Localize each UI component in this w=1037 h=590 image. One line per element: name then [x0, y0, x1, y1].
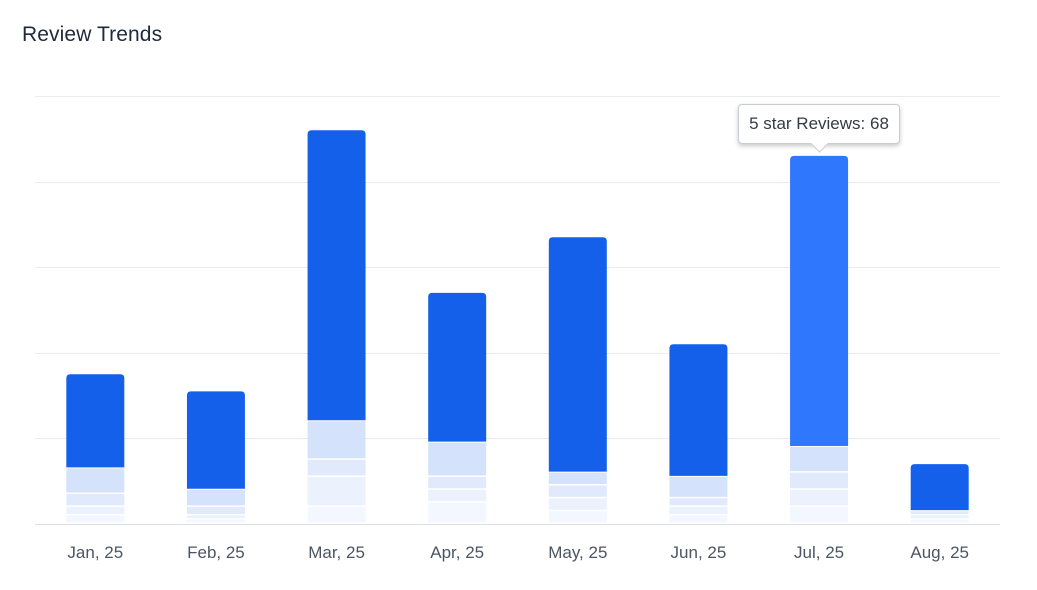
x-tick-label: Feb, 25 [187, 543, 245, 562]
x-tick-label: Jul, 25 [794, 543, 844, 562]
bar-segment-2-star-reviews-2[interactable] [186, 515, 245, 519]
bar-segment-3-star-reviews-7[interactable] [790, 472, 849, 489]
bar-segment-1-star-reviews-6[interactable] [669, 515, 728, 523]
bar-segment-5-star-reviews-7[interactable] [790, 155, 849, 446]
bar-segment-4-star-reviews-4[interactable] [428, 442, 487, 476]
bar-segment-3-star-reviews-4[interactable] [428, 476, 487, 489]
bar-segment-5-star-reviews-6[interactable] [669, 344, 728, 476]
bar-segment-4-star-reviews-5[interactable] [548, 472, 607, 484]
x-tick-label: Jun, 25 [671, 543, 727, 562]
bar-segment-3-star-reviews-2[interactable] [186, 506, 245, 514]
chart-tooltip: 5 star Reviews: 68 [738, 103, 900, 144]
bar-segment-4-star-reviews-6[interactable] [669, 476, 728, 497]
bar-segment-2-star-reviews-3[interactable] [307, 476, 366, 506]
bar-segment-1-star-reviews-8[interactable] [910, 519, 969, 523]
x-tick-label: Mar, 25 [308, 543, 365, 562]
x-tick-label: Apr, 25 [430, 543, 484, 562]
bar-segment-3-star-reviews-5[interactable] [548, 485, 607, 497]
bar-segment-1-star-reviews-3[interactable] [307, 506, 366, 523]
chart-title: Review Trends [22, 23, 163, 46]
bar-segment-3-star-reviews-6[interactable] [669, 498, 728, 506]
bar-segment-3-star-reviews-8[interactable] [910, 511, 969, 514]
bar-segment-1-star-reviews-2[interactable] [186, 519, 245, 523]
bar-segment-2-star-reviews-8[interactable] [910, 515, 969, 519]
bar-segment-1-star-reviews-5[interactable] [548, 511, 607, 523]
x-tick-label: May, 25 [548, 543, 607, 562]
bar-segment-4-star-reviews-3[interactable] [307, 421, 366, 459]
bar-segment-3-star-reviews-1[interactable] [66, 494, 125, 506]
bar-segment-5-star-reviews-1[interactable] [66, 374, 125, 468]
bar-segment-2-star-reviews-1[interactable] [66, 506, 125, 514]
bar-segment-5-star-reviews-4[interactable] [428, 292, 487, 442]
bar-segment-1-star-reviews-1[interactable] [66, 515, 125, 523]
bar-segment-4-star-reviews-1[interactable] [66, 468, 125, 493]
bar-segment-5-star-reviews-5[interactable] [548, 237, 607, 472]
bar-segment-2-star-reviews-4[interactable] [428, 489, 487, 502]
x-tick-label: Jan, 25 [67, 543, 123, 562]
bar-segment-4-star-reviews-7[interactable] [790, 446, 849, 472]
bar-segment-5-star-reviews-3[interactable] [307, 130, 366, 421]
bar-segment-2-star-reviews-6[interactable] [669, 506, 728, 514]
bar-segment-1-star-reviews-7[interactable] [790, 506, 849, 523]
bar-segment-5-star-reviews-8[interactable] [910, 464, 969, 511]
bar-segment-2-star-reviews-5[interactable] [548, 498, 607, 510]
x-tick-label: Aug, 25 [910, 543, 969, 562]
bar-segment-2-star-reviews-7[interactable] [790, 489, 849, 506]
bar-segment-4-star-reviews-2[interactable] [186, 489, 245, 506]
bar-segment-1-star-reviews-4[interactable] [428, 502, 487, 523]
bar-segment-3-star-reviews-3[interactable] [307, 459, 366, 476]
bar-segment-5-star-reviews-2[interactable] [186, 391, 245, 489]
